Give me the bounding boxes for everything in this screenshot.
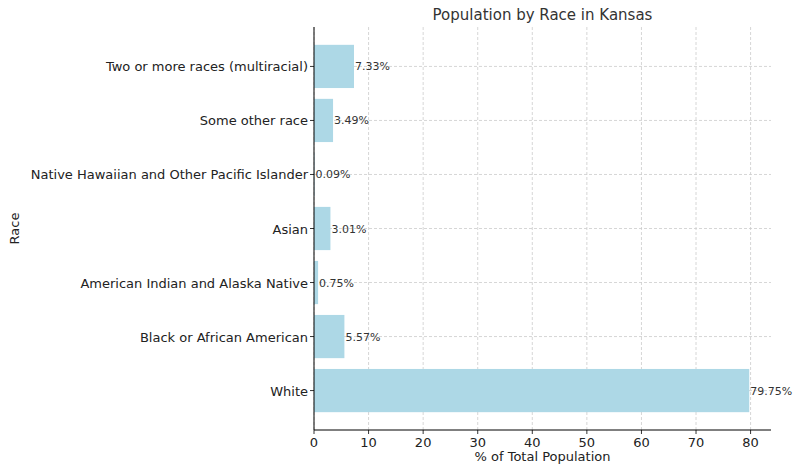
x-tick (477, 430, 478, 434)
x-tick-label: 80 (742, 435, 759, 450)
y-tick-label: Two or more races (multiracial) (105, 59, 308, 74)
x-tick (532, 430, 533, 434)
x-tick (641, 430, 642, 434)
data-label: 0.09% (315, 168, 350, 181)
x-tick (314, 430, 315, 434)
bar (314, 315, 344, 358)
bar (314, 45, 354, 88)
y-tick (310, 390, 314, 391)
bar (314, 369, 749, 412)
bar (314, 207, 330, 250)
y-tick (310, 66, 314, 67)
x-axis-line (314, 430, 771, 431)
data-label: 79.75% (750, 385, 792, 398)
y-tick (310, 336, 314, 337)
grid-line (314, 120, 771, 121)
y-tick-label: White (270, 384, 308, 399)
data-label: 0.75% (319, 277, 354, 290)
bar (314, 261, 318, 304)
x-tick-label: 50 (579, 435, 596, 450)
x-tick (586, 430, 587, 434)
y-tick-label: Native Hawaiian and Other Pacific Island… (31, 167, 309, 182)
x-tick (750, 430, 751, 434)
data-label: 5.57% (345, 331, 380, 344)
bar (314, 99, 333, 142)
grid (314, 27, 771, 430)
y-tick (310, 228, 314, 229)
x-axis-label: % of Total Population (475, 449, 611, 464)
grid-line (314, 228, 771, 229)
x-tick-label: 30 (469, 435, 486, 450)
x-tick-label: 20 (415, 435, 432, 450)
grid-line (314, 282, 771, 283)
grid-line (314, 336, 771, 337)
y-tick-label: Black or African American (140, 330, 308, 345)
data-label: 3.01% (331, 223, 366, 236)
y-tick (310, 120, 314, 121)
y-tick-label: American Indian and Alaska Native (80, 276, 308, 291)
y-tick (310, 174, 314, 175)
y-tick-label: Some other race (200, 113, 308, 128)
bars (314, 45, 749, 412)
x-tick-label: 0 (310, 435, 318, 450)
x-tick-label: 40 (524, 435, 541, 450)
title: Population by Race in Kansas (433, 6, 653, 24)
grid-line (314, 174, 771, 175)
y-axis-label: Race (7, 213, 22, 245)
y-tick-label: Asian (273, 222, 308, 237)
x-tick-label: 70 (688, 435, 705, 450)
chart: 0 10 20 30 40 50 60 70 80 White Black or African A… (0, 0, 800, 472)
x-tick-label: 10 (360, 435, 377, 450)
data-label: 3.49% (334, 114, 369, 127)
data-label: 7.33% (355, 60, 390, 73)
x-tick (423, 430, 424, 434)
x-tick (696, 430, 697, 434)
x-tick-label: 60 (633, 435, 650, 450)
x-tick (368, 430, 369, 434)
y-tick (310, 282, 314, 283)
